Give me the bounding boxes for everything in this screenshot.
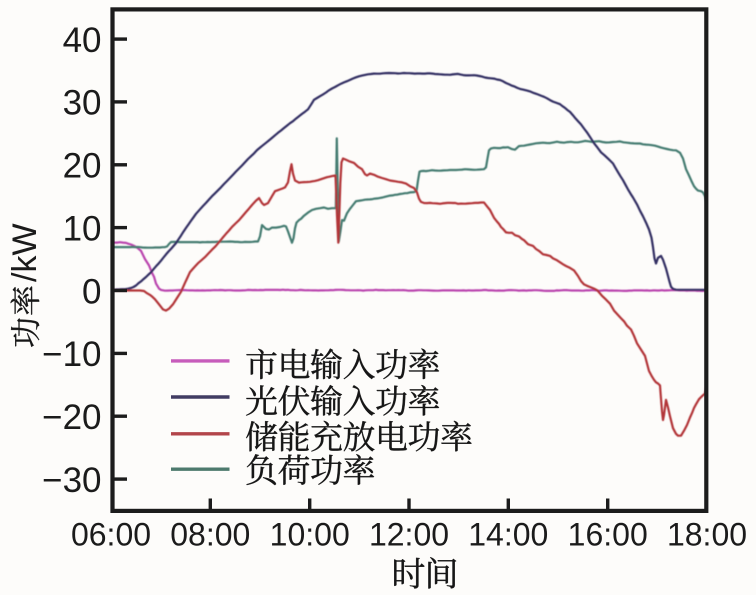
svg-text:−20: −20 bbox=[42, 398, 101, 437]
svg-text:−10: −10 bbox=[42, 335, 101, 374]
svg-text:10:00: 10:00 bbox=[270, 516, 350, 552]
svg-text:20: 20 bbox=[63, 147, 102, 186]
svg-text:16:00: 16:00 bbox=[568, 516, 648, 552]
svg-text:40: 40 bbox=[63, 21, 102, 60]
svg-text:0: 0 bbox=[82, 272, 101, 311]
svg-text:08:00: 08:00 bbox=[170, 516, 250, 552]
svg-text:06:00: 06:00 bbox=[71, 516, 151, 552]
svg-text:18:00: 18:00 bbox=[667, 516, 747, 552]
svg-text:10: 10 bbox=[63, 209, 102, 248]
svg-text:30: 30 bbox=[63, 84, 102, 123]
svg-text:/kW: /kW bbox=[6, 223, 44, 282]
svg-text:12:00: 12:00 bbox=[369, 516, 449, 552]
svg-text:14:00: 14:00 bbox=[468, 516, 548, 552]
svg-text:−30: −30 bbox=[42, 461, 101, 500]
